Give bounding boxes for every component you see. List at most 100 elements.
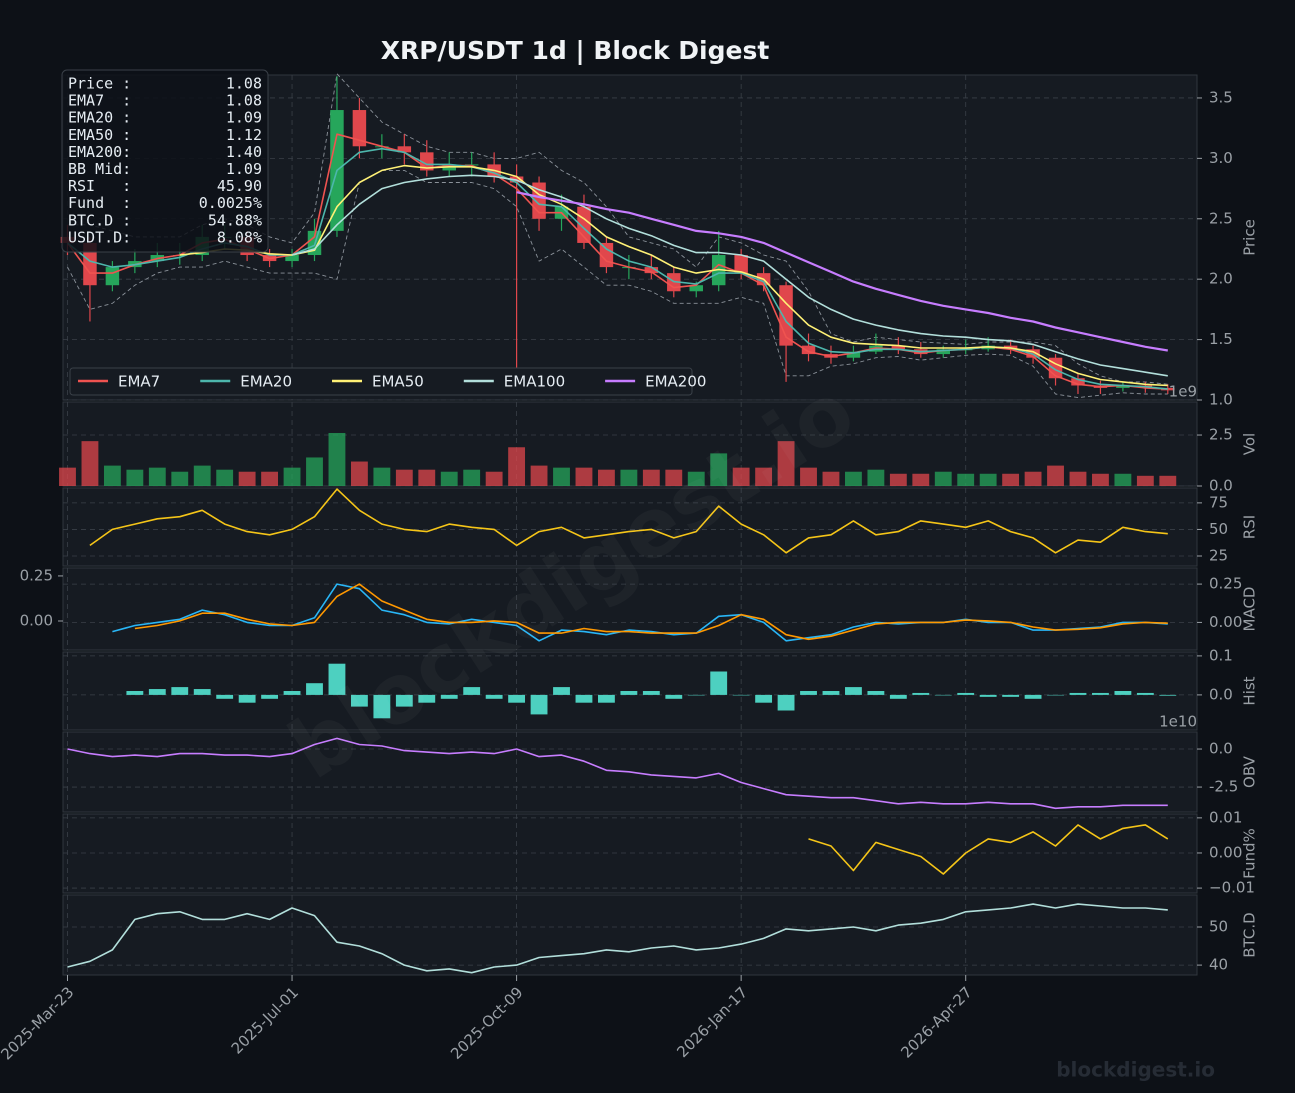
axis-offset-label: 1e10 (1159, 713, 1197, 731)
info-label: EMA7 : (68, 92, 131, 110)
info-value: 0.0025% (199, 194, 262, 212)
candle-body (936, 349, 950, 355)
bar (440, 694, 458, 699)
bar (822, 691, 840, 695)
bar (912, 692, 930, 695)
series-line (89, 488, 1168, 554)
info-label: EMA200: (68, 143, 131, 161)
y-tick-label: 0.00 (1209, 843, 1242, 861)
candle-body (397, 146, 412, 153)
y-tick-label: 3.0 (1209, 149, 1233, 167)
info-value: 1.40 (226, 143, 262, 161)
bar (1092, 692, 1109, 695)
y-tick-label: -2.5 (1209, 778, 1238, 796)
y-tick-label: 50 (1209, 520, 1228, 538)
info-value: 54.88% (208, 211, 262, 229)
bar (665, 694, 683, 699)
legend-label: EMA20 (240, 373, 292, 391)
bar (710, 453, 728, 486)
series-line (67, 737, 1168, 810)
info-box-background (61, 69, 269, 253)
candle-body (846, 351, 861, 358)
footer-watermark: blockdigest.io (1056, 1058, 1215, 1082)
y-tick-label: 2.5 (1209, 426, 1233, 444)
info-label: EMA50 : (68, 126, 131, 144)
panel-background (62, 567, 1198, 651)
bar (1024, 694, 1042, 699)
info-box: Price : 1.08 EMA7 : 1.08 EMA20 : 1.09 EMA50 : 1… (61, 69, 269, 253)
info-label: RSI : (68, 177, 131, 195)
bar (575, 694, 593, 703)
series-line (67, 903, 1168, 974)
series-line (808, 824, 1169, 875)
candle-body (105, 267, 120, 286)
y-tick-label: 1.5 (1209, 330, 1233, 348)
bar (171, 471, 189, 486)
bar (957, 473, 975, 486)
bar (508, 447, 526, 486)
bar (193, 689, 211, 695)
bar (1047, 465, 1064, 486)
bar (889, 694, 907, 699)
bar (261, 471, 279, 486)
series-line (179, 164, 1168, 387)
info-value: 45.90 (217, 177, 262, 195)
bar (822, 471, 840, 486)
y-tick-label: 75 (1209, 493, 1228, 511)
y-tick-label: 1.0 (1209, 391, 1233, 409)
y2-tick-label: 0.25 (20, 566, 53, 584)
bar (665, 469, 683, 486)
y-tick-label: 0.0 (1209, 477, 1233, 495)
y-tick-label: 2.0 (1209, 270, 1233, 288)
info-value: 1.12 (226, 126, 262, 144)
y-axis-label: BTC.D (1241, 912, 1259, 957)
y-tick-label: 50 (1209, 918, 1228, 936)
bar (575, 467, 593, 486)
y-tick-label: 0.01 (1209, 808, 1242, 826)
bar (957, 692, 975, 695)
y-tick-label: 3.5 (1209, 88, 1233, 106)
bar (1002, 694, 1020, 697)
bar (553, 467, 570, 486)
y-axis-label: RSI (1241, 515, 1259, 539)
candle-body (891, 345, 906, 350)
legend-label: EMA200 (645, 373, 706, 391)
bar (171, 687, 189, 695)
bar (687, 694, 705, 696)
bar (216, 694, 234, 699)
y-axis-label: Vol (1241, 433, 1259, 455)
legend-label: EMA100 (504, 373, 565, 391)
bar (800, 467, 817, 486)
bar (306, 457, 323, 486)
bar (463, 469, 481, 486)
info-label: Price : (68, 75, 131, 93)
bar (979, 473, 997, 486)
bar (1002, 473, 1020, 486)
info-value: 8.08% (217, 228, 262, 246)
candle-body (83, 242, 97, 286)
bar (395, 469, 413, 486)
candle-body (285, 255, 299, 262)
bar (553, 687, 570, 695)
y2-tick-label: 0.00 (20, 611, 53, 629)
info-value: 1.09 (226, 160, 262, 178)
y-axis-label: Hist (1241, 676, 1259, 705)
y-axis-label: Price (1241, 219, 1259, 256)
bar (598, 469, 615, 486)
candle-body (1161, 387, 1175, 391)
bar (642, 691, 660, 695)
bar (238, 694, 256, 703)
bar (598, 694, 615, 703)
y-tick-label: 25 (1209, 547, 1228, 565)
y-axis-label: Fund% (1241, 828, 1259, 879)
candle-body (352, 110, 367, 147)
candle-body (599, 242, 614, 268)
bar (148, 467, 166, 486)
series-line (134, 583, 1168, 641)
series-line (291, 174, 1168, 377)
panel-background (62, 813, 1198, 894)
chart-title: XRP/USDT 1d | Block Digest (381, 36, 770, 65)
panel-background (62, 487, 1198, 567)
y-axis-label: MACD (1241, 587, 1259, 632)
bar (912, 473, 930, 486)
